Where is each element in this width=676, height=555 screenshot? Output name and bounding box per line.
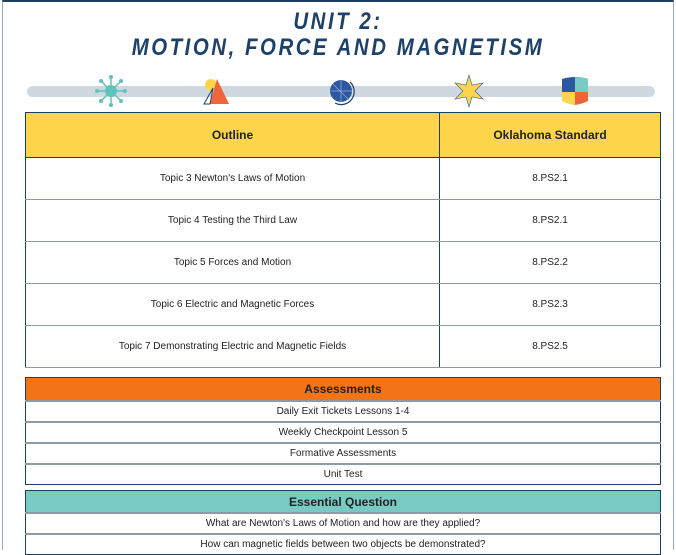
unit-title: UNIT 2: xyxy=(293,8,383,35)
table-row: Topic 4 Testing the Third Law 8.PS2.1 xyxy=(25,199,661,242)
assessments-table: Assessments Daily Exit Tickets Lessons 1… xyxy=(25,377,661,485)
topic-cell: Topic 6 Electric and Magnetic Forces xyxy=(25,283,440,326)
table-row: Topic 5 Forces and Motion 8.PS2.2 xyxy=(25,241,661,284)
list-item: Weekly Checkpoint Lesson 5 xyxy=(25,421,661,444)
globe-icon xyxy=(330,80,355,106)
essential-question-header: Essential Question xyxy=(25,490,661,514)
topic-cell: Topic 5 Forces and Motion xyxy=(25,241,440,284)
triangle-sun-icon xyxy=(203,79,229,105)
topic-cell: Topic 4 Testing the Third Law xyxy=(25,199,440,242)
essential-question-table: Essential Question What are Newton's Law… xyxy=(25,490,661,555)
table-row: Topic 3 Newton's Laws of Motion 8.PS2.1 xyxy=(25,157,661,200)
standard-cell: 8.PS2.1 xyxy=(439,199,661,242)
outline-header: Outline xyxy=(25,112,440,158)
assessments-header: Assessments xyxy=(25,377,661,402)
list-item: What are Newton's Laws of Motion and how… xyxy=(25,512,661,535)
table-row: Topic 6 Electric and Magnetic Forces 8.PS… xyxy=(25,283,661,326)
network-icon xyxy=(95,75,127,107)
standard-cell: 8.PS2.3 xyxy=(439,283,661,326)
topic-cell: Topic 3 Newton's Laws of Motion xyxy=(25,157,440,200)
unit-subtitle: MOTION, FORCE AND MAGNETISM xyxy=(131,34,545,61)
shield-icon xyxy=(562,77,588,105)
list-item: Unit Test xyxy=(25,463,661,485)
standard-cell: 8.PS2.2 xyxy=(439,241,661,284)
standard-cell: 8.PS2.1 xyxy=(439,157,661,200)
star-icon xyxy=(454,74,484,108)
topic-cell: Topic 7 Demonstrating Electric and Magne… xyxy=(25,325,440,368)
list-item: Daily Exit Tickets Lessons 1-4 xyxy=(25,400,661,423)
table-row: Topic 7 Demonstrating Electric and Magne… xyxy=(25,325,661,368)
outline-table: Outline Oklahoma Standard Topic 3 Newton'… xyxy=(25,112,661,368)
list-item: Formative Assessments xyxy=(25,442,661,465)
standard-header: Oklahoma Standard xyxy=(439,112,661,158)
list-item: How can magnetic fields between two obje… xyxy=(25,533,661,555)
standard-cell: 8.PS2.5 xyxy=(439,325,661,368)
